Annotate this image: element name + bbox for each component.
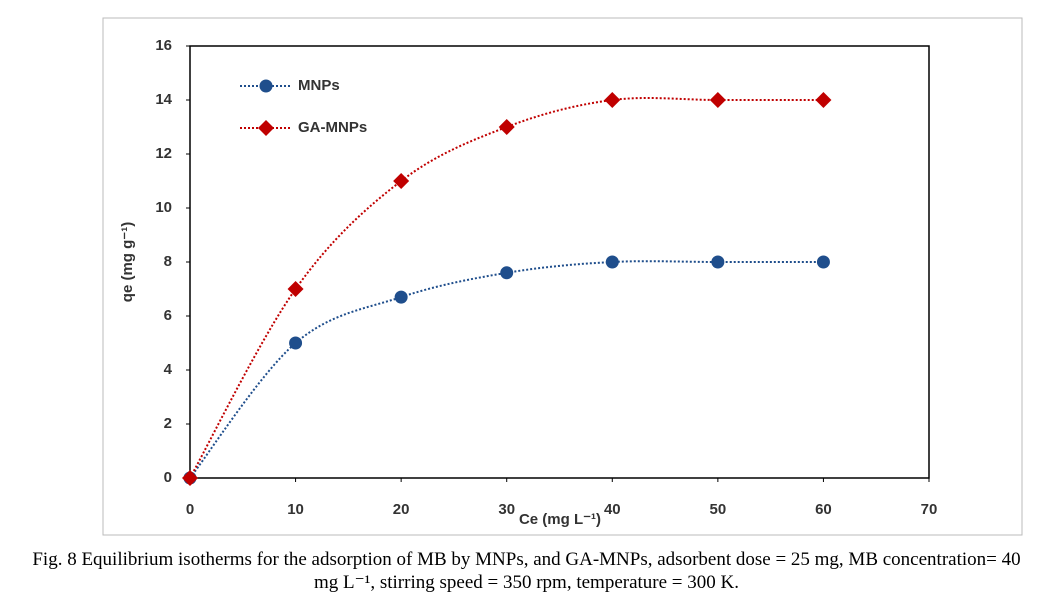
caption: Fig. 8 Equilibrium isotherms for the ads… [32, 549, 1021, 593]
data-point [498, 119, 515, 135]
x-tick-label: 20 [393, 501, 410, 518]
y-tick-label: 14 [155, 91, 172, 108]
x-tick-label: 50 [710, 501, 727, 518]
data-point [182, 470, 198, 486]
legend-label: MNPs [298, 77, 340, 94]
y-tick-label: 0 [164, 469, 172, 486]
y-tick-label: 4 [164, 361, 173, 378]
y-axis-label: qe (mg g⁻¹) [119, 222, 136, 302]
chart-frame [102, 17, 1023, 536]
series-line [189, 97, 824, 479]
x-tick-label: 10 [287, 501, 304, 518]
legend-marker [258, 120, 274, 136]
data-point [287, 281, 304, 297]
y-tick-label: 10 [155, 199, 172, 216]
x-axis-label: Ce (mg L⁻¹) [519, 511, 601, 528]
data-point [711, 255, 725, 269]
data-point [604, 92, 621, 108]
x-tick-label: 60 [815, 501, 832, 518]
data-point [816, 255, 830, 269]
data-point [289, 336, 303, 350]
legend-label: GA-MNPs [298, 119, 367, 136]
y-tick-label: 12 [155, 145, 172, 162]
data-point [605, 255, 619, 269]
legend-marker [259, 79, 273, 93]
data-point [815, 92, 832, 108]
x-tick-label: 0 [186, 501, 194, 518]
y-tick-label: 2 [164, 415, 172, 432]
data-point [393, 173, 410, 189]
x-tick-label: 30 [498, 501, 515, 518]
y-tick-label: 6 [164, 307, 172, 324]
x-tick-label: 70 [921, 501, 938, 518]
data-point [709, 92, 726, 108]
x-tick-label: 40 [604, 501, 621, 518]
y-tick-label: 8 [164, 253, 172, 270]
chart: qe (mg g⁻¹) Ce (mg L⁻¹) 0 2 4 6 8 10 12 14 16 0 10… [102, 17, 1023, 536]
data-point [500, 266, 514, 280]
data-point [394, 290, 408, 304]
y-tick-label: 16 [155, 37, 172, 54]
